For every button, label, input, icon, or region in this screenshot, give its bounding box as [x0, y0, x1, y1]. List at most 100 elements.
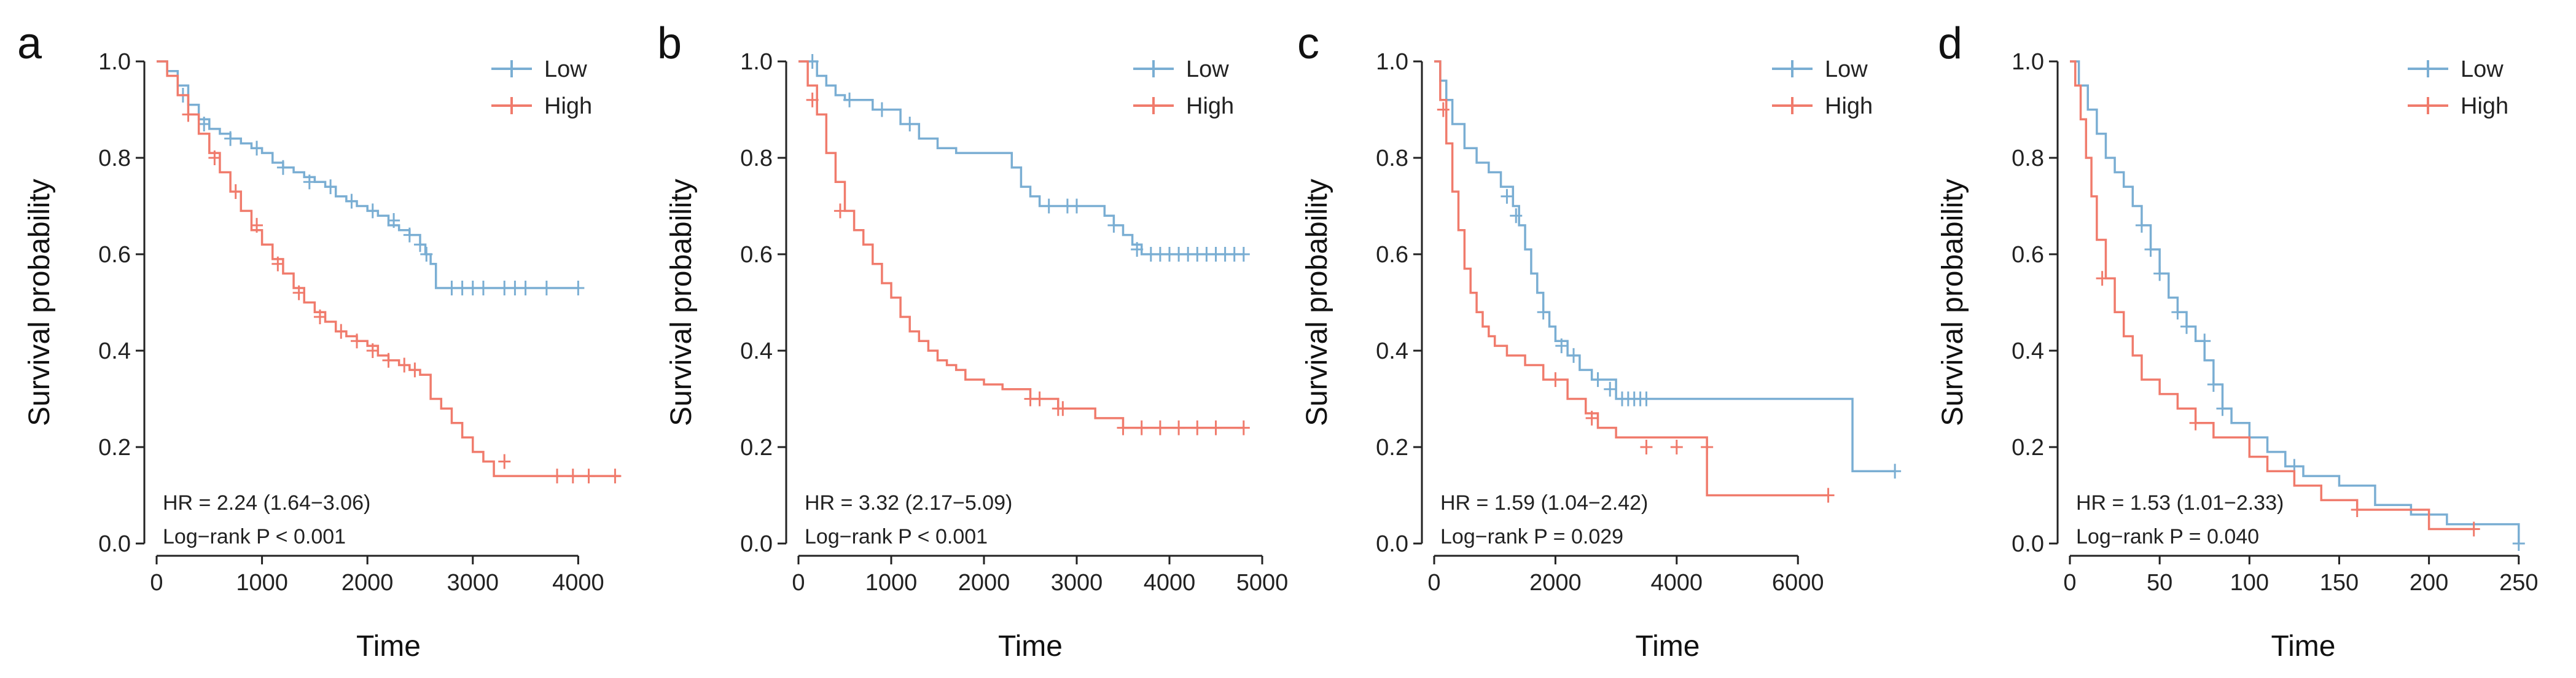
- censor-mark-high: [382, 353, 395, 368]
- x-tick-label: 0: [150, 570, 163, 596]
- pvalue-annotation: Log−rank P < 0.001: [805, 525, 988, 548]
- y-axis-label: Survival probability: [23, 179, 56, 426]
- censor-mark-high: [229, 184, 242, 199]
- legend-label-high: High: [2461, 93, 2508, 119]
- censor-mark-low: [466, 280, 479, 295]
- panel-letter-b: b: [657, 19, 682, 68]
- hr-annotation: HR = 2.24 (1.64−3.06): [163, 491, 370, 515]
- censor-mark-high: [1437, 102, 1450, 117]
- series-line-high: [157, 60, 620, 477]
- legend-label-low: Low: [544, 56, 587, 82]
- censor-mark-high: [806, 92, 819, 107]
- censor-mark-low: [2144, 242, 2157, 257]
- series-line-high: [2070, 60, 2474, 531]
- censor-mark-low: [2171, 305, 2184, 320]
- series-line-low: [2070, 60, 2520, 544]
- x-tick-label: 0: [2063, 570, 2076, 596]
- panel-letter-d: d: [1938, 19, 1962, 68]
- panel-a: a 0 1000 2000 3000 4000 0.0 0.2 0.4 0.6 0.8 1.0 Time…: [17, 19, 622, 663]
- pvalue-annotation: Log−rank P = 0.029: [1440, 525, 1623, 548]
- censor-mark-low: [2216, 401, 2229, 416]
- hr-annotation: HR = 3.32 (2.17−5.09): [805, 491, 1012, 515]
- legend-label-low: Low: [1186, 56, 1229, 82]
- censor-mark-low: [875, 102, 888, 117]
- y-tick-label: 0.0: [2012, 531, 2044, 557]
- censor-mark-low: [445, 280, 458, 295]
- censor-mark-low: [1640, 391, 1653, 407]
- y-tick-label: 0.6: [1376, 242, 1408, 268]
- hr-annotation: HR = 1.59 (1.04−2.42): [1440, 491, 1648, 515]
- series-line-high: [798, 60, 1244, 429]
- censor-mark-low: [1042, 198, 1055, 214]
- y-tick-label: 0.8: [98, 146, 131, 171]
- censor-mark-low: [572, 280, 585, 295]
- y-tick-label: 0.2: [740, 435, 773, 461]
- censor-mark-low: [324, 179, 337, 195]
- x-tick-label: 200: [2410, 570, 2448, 596]
- censor-mark-low: [456, 280, 469, 295]
- censor-mark-high: [566, 469, 579, 484]
- censor-mark-low: [251, 141, 263, 156]
- censor-mark-low: [366, 203, 379, 219]
- panel-b: b 0 1000 2000 3000 4000 5000 0.0 0.2 0.4 0.6 0.8 1.0…: [657, 19, 1288, 663]
- censor-mark-high: [1173, 420, 1185, 435]
- censor-mark-high: [582, 469, 595, 484]
- censor-mark-low: [2153, 266, 2166, 281]
- series-line-low: [798, 60, 1244, 255]
- x-tick-label: 3000: [1051, 570, 1103, 596]
- censor-mark-low: [519, 280, 532, 295]
- censor-mark-low: [276, 160, 289, 175]
- censor-mark-low: [303, 174, 316, 190]
- censor-mark-high: [292, 285, 305, 300]
- y-tick-label: 0.0: [740, 531, 773, 557]
- panel-letter-c: c: [1297, 19, 1319, 68]
- x-axis-label: Time: [356, 630, 421, 663]
- legend-label-high: High: [1825, 93, 1873, 119]
- censor-mark-low: [345, 193, 358, 209]
- censor-mark-high: [551, 469, 564, 484]
- y-tick-label: 0.6: [2012, 242, 2044, 268]
- censor-mark-high: [2351, 502, 2363, 518]
- censor-mark-low: [498, 280, 511, 295]
- x-tick-label: 250: [2499, 570, 2538, 596]
- legend-label-low: Low: [1825, 56, 1868, 82]
- censor-mark-low: [540, 280, 553, 295]
- x-tick-label: 50: [2147, 570, 2172, 596]
- censor-mark-low: [403, 227, 416, 243]
- censor-mark-low: [2198, 333, 2211, 349]
- censor-mark-low: [1501, 189, 1513, 204]
- x-tick-label: 5000: [1236, 570, 1289, 596]
- censor-mark-low: [1567, 348, 1580, 363]
- y-tick-label: 1.0: [98, 49, 131, 75]
- y-tick-label: 0.2: [98, 435, 131, 461]
- x-tick-label: 0: [792, 570, 805, 596]
- censor-mark-low: [1537, 305, 1550, 320]
- y-tick-label: 0.6: [98, 242, 131, 268]
- censor-mark-high: [609, 469, 622, 484]
- censor-mark-low: [2207, 376, 2220, 392]
- censor-mark-high: [1117, 420, 1130, 435]
- censor-mark-high: [1549, 372, 1562, 388]
- legend-label-low: Low: [2461, 56, 2504, 82]
- pvalue-annotation: Log−rank P < 0.001: [163, 525, 346, 548]
- legend-label-high: High: [1186, 93, 1234, 119]
- y-tick-label: 0.2: [2012, 435, 2044, 461]
- censor-mark-high: [1135, 420, 1148, 435]
- series-line-high: [1434, 60, 1829, 497]
- censor-mark-low: [1131, 242, 1144, 257]
- censor-mark-low: [1555, 338, 1568, 354]
- censor-mark-low: [509, 280, 521, 295]
- censor-mark-high: [2189, 415, 2202, 431]
- legend-label-high: High: [544, 93, 592, 119]
- censor-mark-high: [251, 217, 263, 233]
- hr-annotation: HR = 1.53 (1.01−2.33): [2076, 491, 2284, 515]
- censor-mark-high: [1585, 410, 1598, 426]
- x-tick-label: 1000: [236, 570, 288, 596]
- y-tick-label: 0.2: [1376, 435, 1408, 461]
- censor-mark-low: [477, 280, 490, 295]
- censor-mark-low: [1604, 381, 1617, 397]
- censor-mark-high: [335, 324, 348, 339]
- y-tick-label: 0.0: [1376, 531, 1408, 557]
- x-axis-label: Time: [2271, 630, 2336, 663]
- censor-mark-low: [388, 213, 400, 228]
